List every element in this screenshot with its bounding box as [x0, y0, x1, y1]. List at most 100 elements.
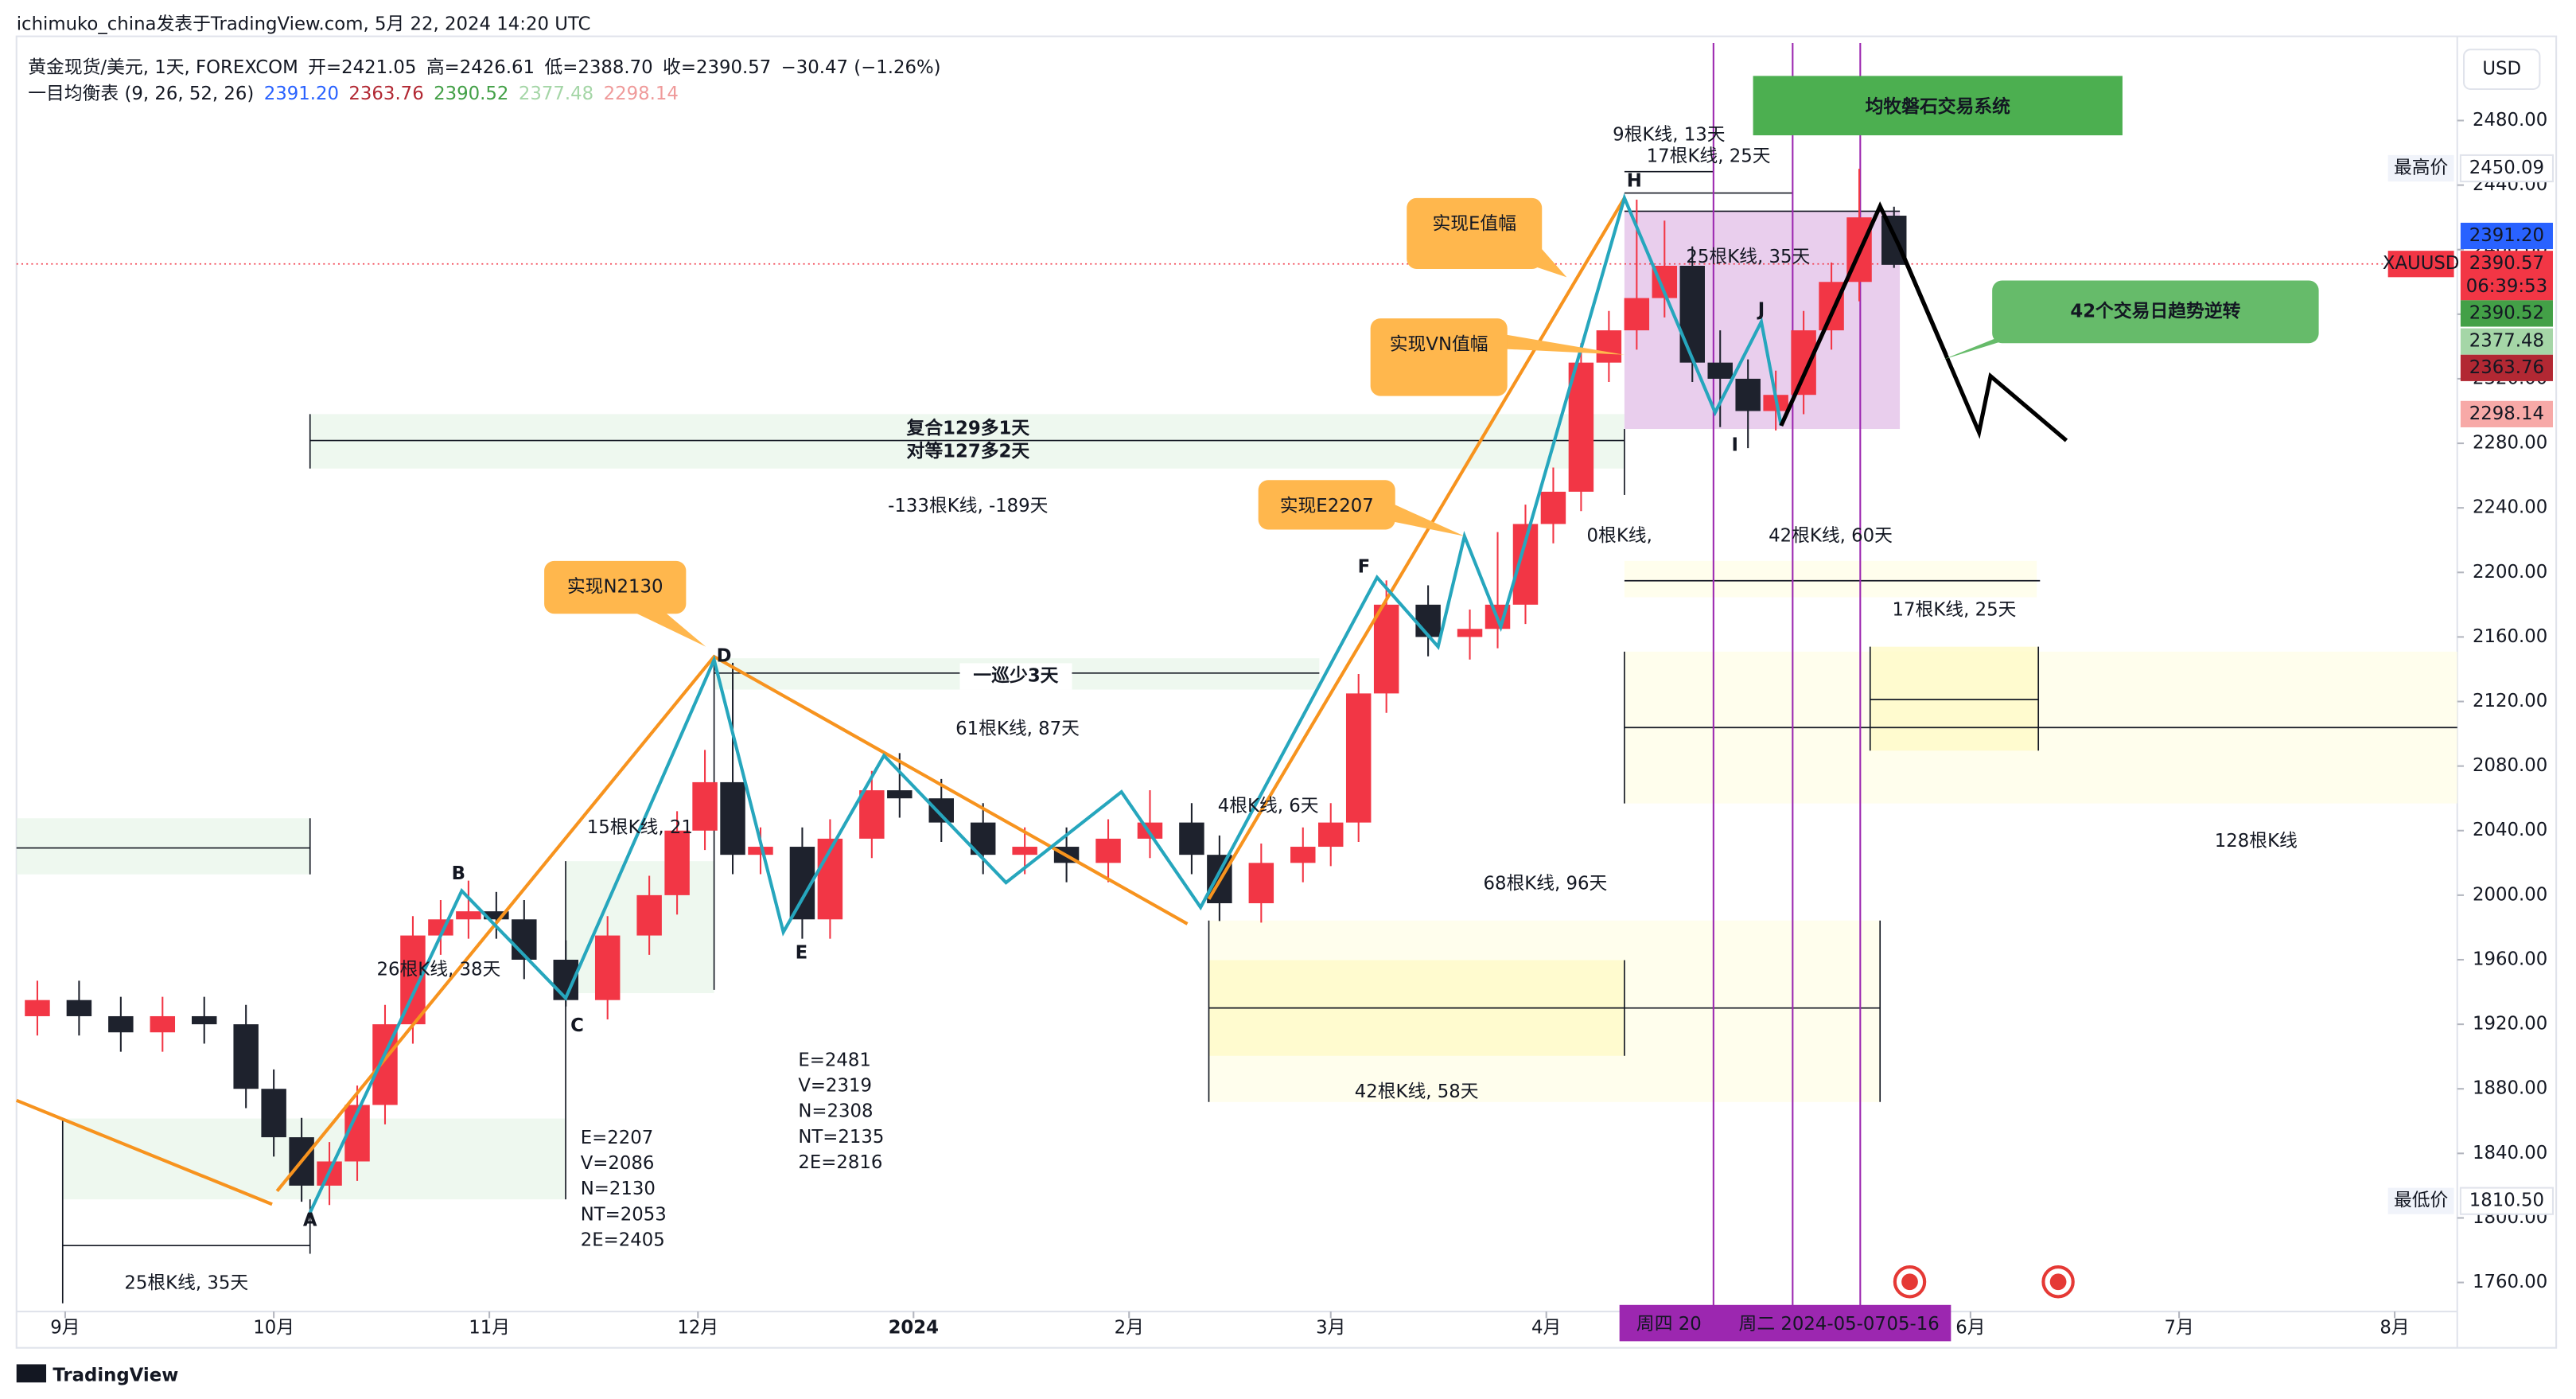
y-tick-label: 1760.00: [2473, 1272, 2547, 1292]
price-tag: 2450.09: [2469, 158, 2544, 178]
point-label: B: [452, 863, 465, 884]
symbol-field: 黄金现货/美元, 1天, FOREXCOM: [28, 57, 298, 78]
label-bg: [959, 663, 1072, 690]
candle-body: [150, 1015, 176, 1033]
candle-body: [66, 1000, 92, 1016]
annotation: 128根K线: [2215, 831, 2298, 851]
title-banner-text: 均牧磐石交易系统: [1866, 95, 2011, 117]
drawing-box: [1624, 560, 2037, 598]
date-tag: 05-16: [1887, 1314, 1940, 1335]
price-tag: 2363.76: [2469, 357, 2544, 378]
symbol-field: 收=2390.57: [663, 57, 771, 78]
symbol-field: 高=2426.61: [426, 57, 535, 78]
candle-body: [1095, 838, 1121, 863]
drawing-box: [16, 818, 310, 875]
candle-body: [1679, 265, 1705, 363]
x-tick-label: 2024: [889, 1317, 939, 1338]
point-label: D: [717, 646, 732, 667]
target-value: N=2308: [798, 1101, 873, 1122]
price-tag-bg: [2459, 154, 2555, 183]
drawing-box: [1870, 646, 2039, 751]
price-tag: 2391.20: [2469, 225, 2544, 246]
symbol-field: 低=2388.70: [544, 57, 652, 78]
callout-box: [544, 560, 687, 614]
candle-body: [1540, 491, 1566, 524]
y-tick-label: 2040.00: [2473, 820, 2547, 840]
candle-body: [720, 781, 745, 855]
symbol-line: 黄金现货/美元, 1天, FOREXCOM 开=2421.05 高=2426.61 低…: [28, 57, 940, 78]
candle-body: [1012, 847, 1037, 855]
y-tick-label: 2200.00: [2473, 562, 2547, 583]
x-tick-label: 8月: [2379, 1317, 2409, 1338]
y-tick-label: 2480.00: [2473, 110, 2547, 131]
price-tag-bg: [2460, 354, 2553, 381]
y-tick-label: 1880.00: [2473, 1078, 2547, 1099]
candle-body: [261, 1089, 286, 1138]
price-tag: 2390.52: [2469, 302, 2544, 323]
annotation: 25根K线, 35天: [1686, 247, 1810, 267]
target-value: E=2207: [581, 1128, 654, 1148]
candle-body: [692, 781, 718, 831]
price-tag-bg: [2459, 1187, 2555, 1215]
x-tick-label: 6月: [1955, 1317, 1985, 1338]
candle-body: [1624, 298, 1650, 331]
symbol-field: −30.47 (−1.26%): [781, 57, 941, 78]
callout-text: 实现N2130: [567, 577, 663, 598]
target-value: V=2086: [581, 1153, 655, 1174]
event-icon-dot: [2049, 1273, 2067, 1291]
x-tick-label: 10月: [253, 1317, 294, 1338]
point-label: I: [1732, 435, 1738, 455]
note-banner-text: 42个交易日趋势逆转: [2070, 300, 2240, 321]
price-tag-bg: [2460, 251, 2553, 301]
annotation: 26根K线, 38天: [376, 959, 500, 980]
annotation: 一巡少3天: [973, 665, 1058, 686]
candle-body: [108, 1015, 134, 1033]
price-tag-name: 最高价: [2394, 158, 2449, 178]
candle-body: [887, 790, 912, 799]
candle-body: [594, 935, 621, 1000]
currency-button[interactable]: [2463, 49, 2541, 91]
title-banner: [1753, 76, 2123, 136]
candle-body: [1791, 330, 1816, 396]
candle-body: [1373, 604, 1399, 694]
price-tag-bg: [2460, 328, 2553, 355]
annotation: 0根K线,: [1587, 525, 1652, 546]
candle-body: [233, 1024, 259, 1089]
target-value: 2E=2816: [798, 1152, 882, 1173]
candle-body: [1248, 863, 1274, 904]
drawing-box: [309, 414, 1625, 469]
candle-body: [1415, 604, 1441, 637]
callout-text: 实现E2207: [1280, 496, 1374, 516]
price-tag: 2377.48: [2469, 331, 2544, 352]
callout-text: 实现E值幅: [1432, 213, 1516, 234]
currency-label: USD: [2482, 59, 2521, 80]
indicator-value: 2391.20: [264, 84, 339, 104]
target-value: V=2319: [798, 1076, 872, 1097]
y-tick-label: 1960.00: [2473, 949, 2547, 969]
annotation: 17根K线, 25天: [1893, 600, 2017, 621]
indicator-name: 一目均衡表 (9, 26, 52, 26): [28, 84, 254, 104]
x-tick-label: 3月: [1316, 1317, 1345, 1338]
date-tag-bg: [1619, 1304, 1951, 1342]
y-tick-label: 2000.00: [2473, 884, 2547, 905]
callout-pointer: [1375, 505, 1465, 536]
candle-body: [1735, 378, 1761, 411]
candle-body: [1179, 822, 1204, 855]
candle-body: [484, 911, 509, 920]
annotation: 42根K线, 60天: [1769, 525, 1893, 546]
point-label: A: [303, 1210, 317, 1231]
wave-line: [308, 193, 1783, 1214]
annotation: 42根K线, 58天: [1355, 1081, 1479, 1102]
annotation: 15根K线, 21: [587, 817, 693, 838]
candle-body: [25, 1000, 50, 1016]
target-value: E=2481: [798, 1050, 871, 1070]
price-tag-bg: [2460, 300, 2553, 327]
x-tick-label: 9月: [50, 1317, 80, 1338]
price-tag-bg: [2460, 222, 2553, 250]
logo-mark: [16, 1364, 47, 1383]
price-tag: 2390.57: [2469, 253, 2544, 274]
trend-line: [15, 1098, 273, 1206]
annotation: 对等127多2天: [907, 441, 1030, 462]
annotation: 25根K线, 35天: [124, 1272, 248, 1293]
candle-body: [1318, 822, 1344, 848]
